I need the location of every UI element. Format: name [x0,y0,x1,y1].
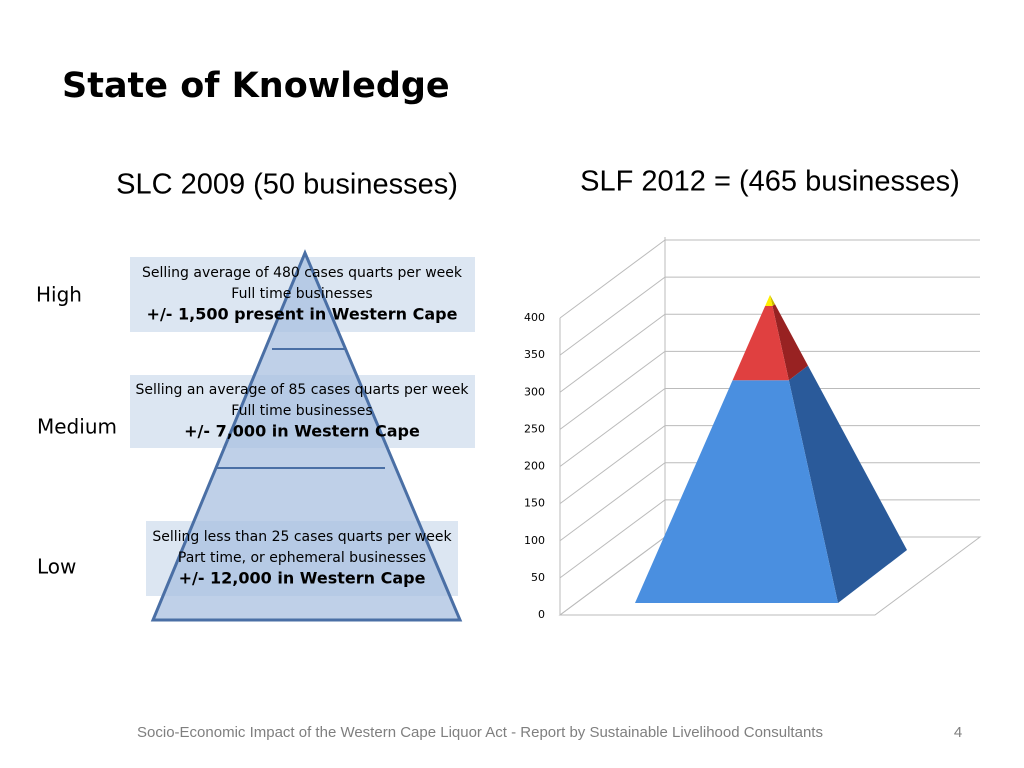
grid-line [559,462,980,542]
pyramid-side [772,304,808,381]
y-tick-label: 50 [531,571,545,584]
level-description: Selling an average of 85 cases quarts pe… [136,382,470,398]
pyramid-side [788,365,907,603]
pyramid-side [770,294,775,306]
page-number: 4 [954,724,962,741]
y-tick-label: 200 [524,460,545,473]
footer-text: Socio-Economic Impact of the Western Cap… [137,724,823,741]
level-description: Part time, or ephemeral businesses [178,550,426,566]
grid-line [559,313,980,393]
grid-line [559,276,980,356]
grid-line [559,350,980,430]
grid-line [559,239,980,319]
grid-line [559,388,980,467]
level-description: Full time businesses [231,403,372,419]
chart: 0 50 100 150 200 250 300 350 400 [524,237,982,621]
y-tick-label: 400 [524,311,545,324]
pyramid-segment [635,380,838,603]
y-tick-label: 350 [524,348,545,361]
level-count: +/- 1,500 present in Western Cape [147,305,458,324]
slide-title: State of Knowledge [62,66,450,106]
left-heading: SLC 2009 (50 businesses) [116,169,458,201]
level-count: +/- 7,000 in Western Cape [184,422,420,441]
level-label: Medium [37,415,117,439]
y-tick-label: 250 [524,422,545,435]
pyramid-diagram [150,249,463,622]
y-tick-label: 300 [524,385,545,398]
level-label: Low [37,555,76,579]
y-tick-label: 0 [538,608,545,621]
chart-title: SLF 2012 = (465 businesses) [580,166,960,198]
level-label: High [36,283,82,307]
pyramid-segment [732,306,789,381]
y-tick-label: 150 [524,497,545,510]
y-tick-label: 100 [524,534,545,547]
pyramid-segment [765,294,773,306]
grid-line [559,425,980,505]
level-count: +/- 12,000 in Western Cape [179,569,426,588]
level-description: Selling less than 25 cases quarts per we… [152,529,452,545]
levels: High Selling average of 480 cases quarts … [36,265,469,588]
level-description: Selling average of 480 cases quarts per … [142,265,463,281]
level-description: Full time businesses [231,286,372,302]
